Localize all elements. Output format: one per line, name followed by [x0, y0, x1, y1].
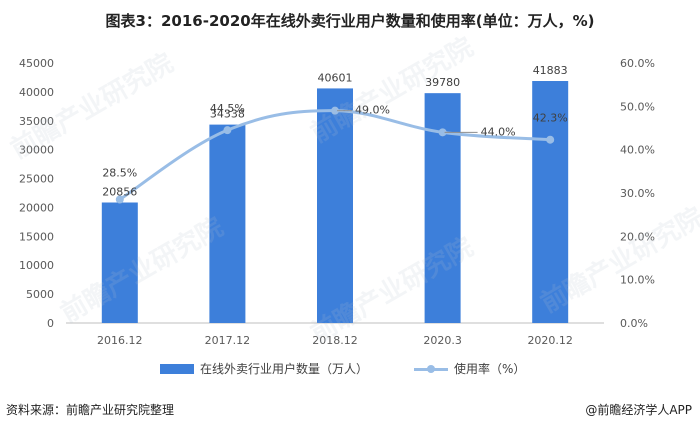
line-value-label: 28.5% [102, 167, 137, 180]
legend-line-label: 使用率（%） [454, 362, 526, 376]
left-axis-tick-label: 15000 [19, 230, 54, 243]
source-note: 资料来源：前瞻产业研究院整理 [6, 403, 175, 417]
legend: 在线外卖行业用户数量（万人） 使用率（%） [0, 360, 700, 378]
left-axis-tick-label: 20000 [19, 201, 54, 214]
line-value-label: 44.5% [210, 102, 245, 115]
legend-item-line: 使用率（%） [414, 360, 525, 377]
x-axis-tick-label: 2020.12 [527, 334, 573, 347]
usage-rate-point [223, 126, 232, 135]
bar [101, 202, 138, 323]
left-axis-tick-label: 0 [47, 317, 54, 330]
x-axis-tick-label: 2016.12 [97, 334, 143, 347]
left-axis-tick-label: 30000 [19, 144, 54, 157]
legend-item-bar: 在线外卖行业用户数量（万人） [160, 360, 368, 377]
left-axis-tick-label: 5000 [26, 288, 54, 301]
x-axis-tick-label: 2018.12 [312, 334, 358, 347]
credit-note: @前瞻经济学人APP [585, 403, 692, 417]
bar-value-label: 39780 [425, 76, 460, 89]
right-axis-tick-label: 50.0% [620, 100, 655, 113]
usage-rate-point [115, 195, 124, 204]
bar [317, 88, 353, 323]
line-value-label: 42.3% [533, 112, 568, 125]
left-axis-tick-label: 35000 [19, 115, 54, 128]
legend-bar-swatch [160, 363, 194, 374]
chart-title: 图表3：2016-2020年在线外卖行业用户数量和使用率(单位：万人，%) [105, 12, 595, 30]
x-axis-tick-label: 2020.3 [423, 334, 462, 347]
right-axis-tick-label: 10.0% [620, 274, 655, 287]
right-axis-tick-label: 30.0% [620, 187, 655, 200]
right-axis-tick-label: 0.0% [620, 317, 648, 330]
right-axis-tick-label: 40.0% [620, 144, 655, 157]
left-axis-tick-label: 10000 [19, 259, 54, 272]
right-axis-tick-label: 20.0% [620, 230, 655, 243]
bar-value-label: 40601 [318, 71, 353, 84]
bar [532, 81, 569, 323]
left-axis-tick-label: 40000 [19, 86, 54, 99]
legend-line-swatch [414, 364, 448, 374]
bar-value-label: 41883 [533, 64, 568, 77]
usage-rate-point [438, 128, 447, 137]
bar [209, 124, 246, 324]
line-value-label: 49.0% [355, 104, 390, 117]
bar [424, 93, 461, 323]
left-axis-tick-label: 25000 [19, 173, 54, 186]
bar-value-label: 20856 [102, 185, 137, 198]
line-value-label: 44.0% [481, 125, 516, 138]
right-axis-tick-label: 60.0% [620, 57, 655, 70]
usage-rate-point [546, 135, 555, 144]
left-axis-tick-label: 45000 [19, 57, 54, 70]
bar-value-label: 34338 [210, 108, 245, 121]
x-axis-tick-label: 2017.12 [205, 334, 251, 347]
legend-bar-label: 在线外卖行业用户数量（万人） [200, 362, 369, 376]
usage-rate-point [331, 106, 339, 115]
